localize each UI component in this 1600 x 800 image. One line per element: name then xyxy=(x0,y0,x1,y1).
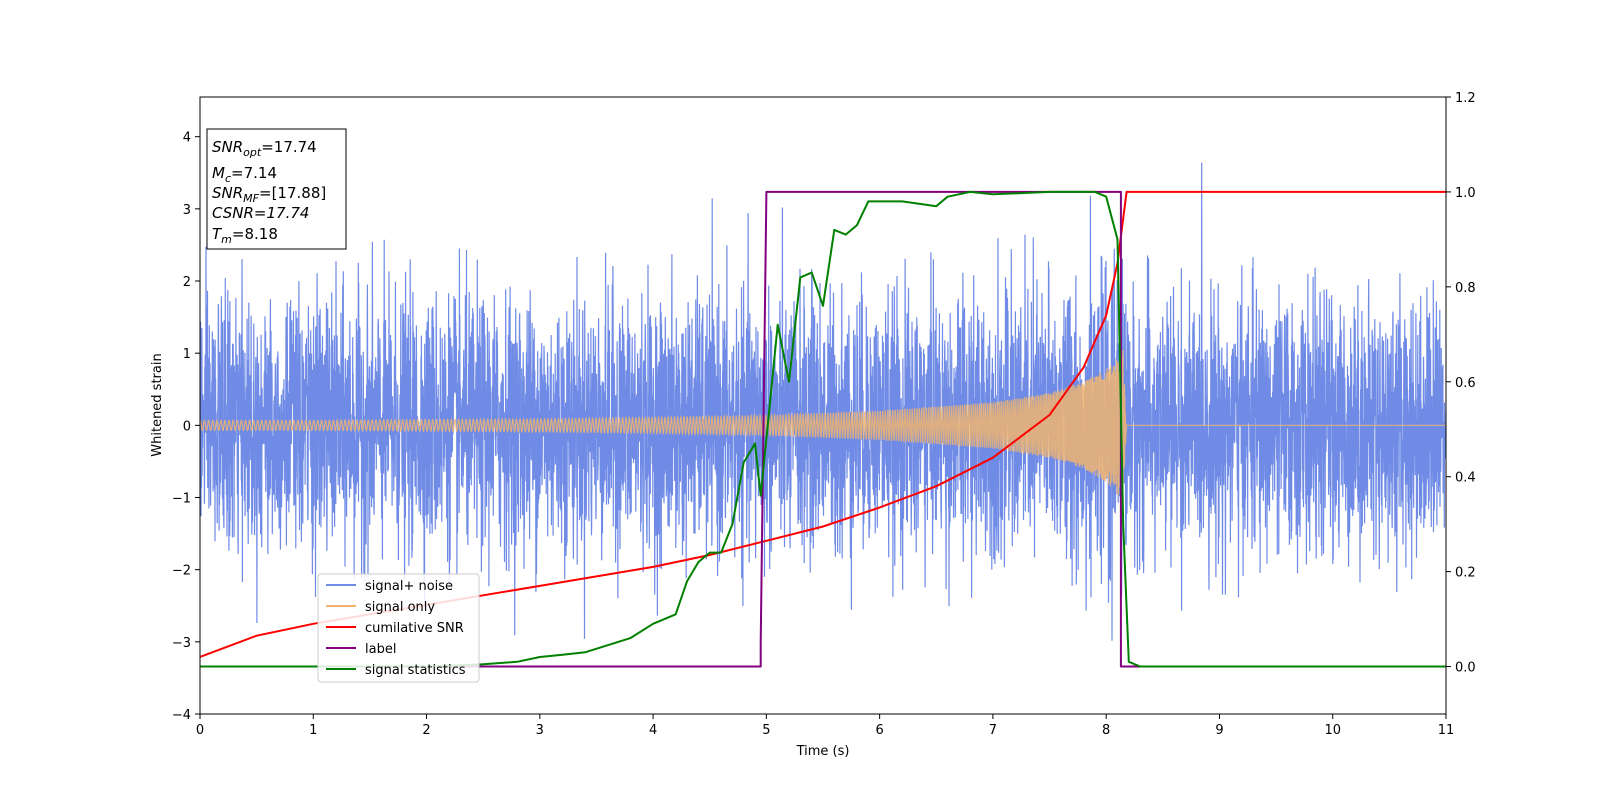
info-tm-value: =8.18 xyxy=(232,225,278,243)
x-tick-label: 5 xyxy=(762,723,770,738)
legend-frame xyxy=(317,573,480,683)
y2-tick-label: 1.2 xyxy=(1455,91,1476,106)
y-tick-label: 4 xyxy=(183,131,191,146)
y-tick-label: −1 xyxy=(172,492,191,507)
series-label xyxy=(200,190,1446,668)
x-tick-label: 10 xyxy=(1324,723,1341,738)
y-tick-label: 3 xyxy=(183,203,191,218)
info-box: SNRopt=17.74 Mc=7.14 SNRMF=[17.88] CSNR=… xyxy=(206,128,347,250)
legend-label-signal-statistics: signal statistics xyxy=(365,663,466,678)
y-tick-label: 1 xyxy=(183,347,191,362)
info-snr-opt: SNRopt=17.74 xyxy=(212,138,317,159)
x-tick-label: 7 xyxy=(989,723,997,738)
series-signal-noise xyxy=(200,162,1446,641)
info-box-frame xyxy=(206,128,347,250)
legend-label-signal-noise: signal+ noise xyxy=(365,579,453,594)
y2-tick-label: 0.6 xyxy=(1455,376,1476,391)
x-tick-label: 9 xyxy=(1215,723,1223,738)
y-tick-label: −2 xyxy=(172,564,191,579)
series-signal-statistics xyxy=(200,190,1446,668)
legend-label-label: label xyxy=(365,642,396,657)
info-mc: Mc=7.14 xyxy=(212,164,277,185)
legend: signal+ noise signal only cumilative SNR… xyxy=(317,573,480,683)
plot-frame xyxy=(199,96,1447,715)
x-tick-label: 11 xyxy=(1438,723,1455,738)
y2-tick-label: 0.8 xyxy=(1455,281,1476,296)
x-tick-label: 4 xyxy=(649,723,657,738)
x-tick-label: 8 xyxy=(1102,723,1110,738)
info-snr-mf: SNRMF=[17.88] xyxy=(212,184,326,205)
y-axis-title: Whitened strain xyxy=(150,353,165,456)
x-tick-label: 3 xyxy=(536,723,544,738)
series-signal-only xyxy=(200,350,1446,496)
x-tick-label: 0 xyxy=(196,723,204,738)
x-tick-label: 6 xyxy=(875,723,883,738)
info-tm: Tm=8.18 xyxy=(212,225,278,246)
info-mc-value: =7.14 xyxy=(231,164,277,182)
y2-tick-label: 0.4 xyxy=(1455,471,1476,486)
legend-label-cumulative-snr: cumilative SNR xyxy=(365,621,464,636)
y2-tick-label: 0.2 xyxy=(1455,566,1476,581)
y-tick-label: −4 xyxy=(172,708,191,723)
info-snr-opt-value: =17.74 xyxy=(261,138,317,156)
legend-label-signal-only: signal only xyxy=(365,600,435,615)
y2-tick-label: 0.0 xyxy=(1455,661,1476,676)
ticks: 0 1 2 3 4 5 6 7 8 9 10 1143210−1−2−3−41.21.00.80.60… xyxy=(172,91,1476,738)
info-csnr: CSNR=17.74 xyxy=(212,204,309,222)
y-tick-label: −3 xyxy=(172,636,191,651)
info-snr-mf-value: =[17.88] xyxy=(259,184,326,202)
x-tick-label: 2 xyxy=(422,723,430,738)
y2-tick-label: 1.0 xyxy=(1455,186,1476,201)
x-tick-label: 1 xyxy=(309,723,317,738)
x-axis-title: Time (s) xyxy=(796,744,850,759)
y-tick-label: 0 xyxy=(183,419,191,434)
y-tick-label: 2 xyxy=(183,275,191,290)
